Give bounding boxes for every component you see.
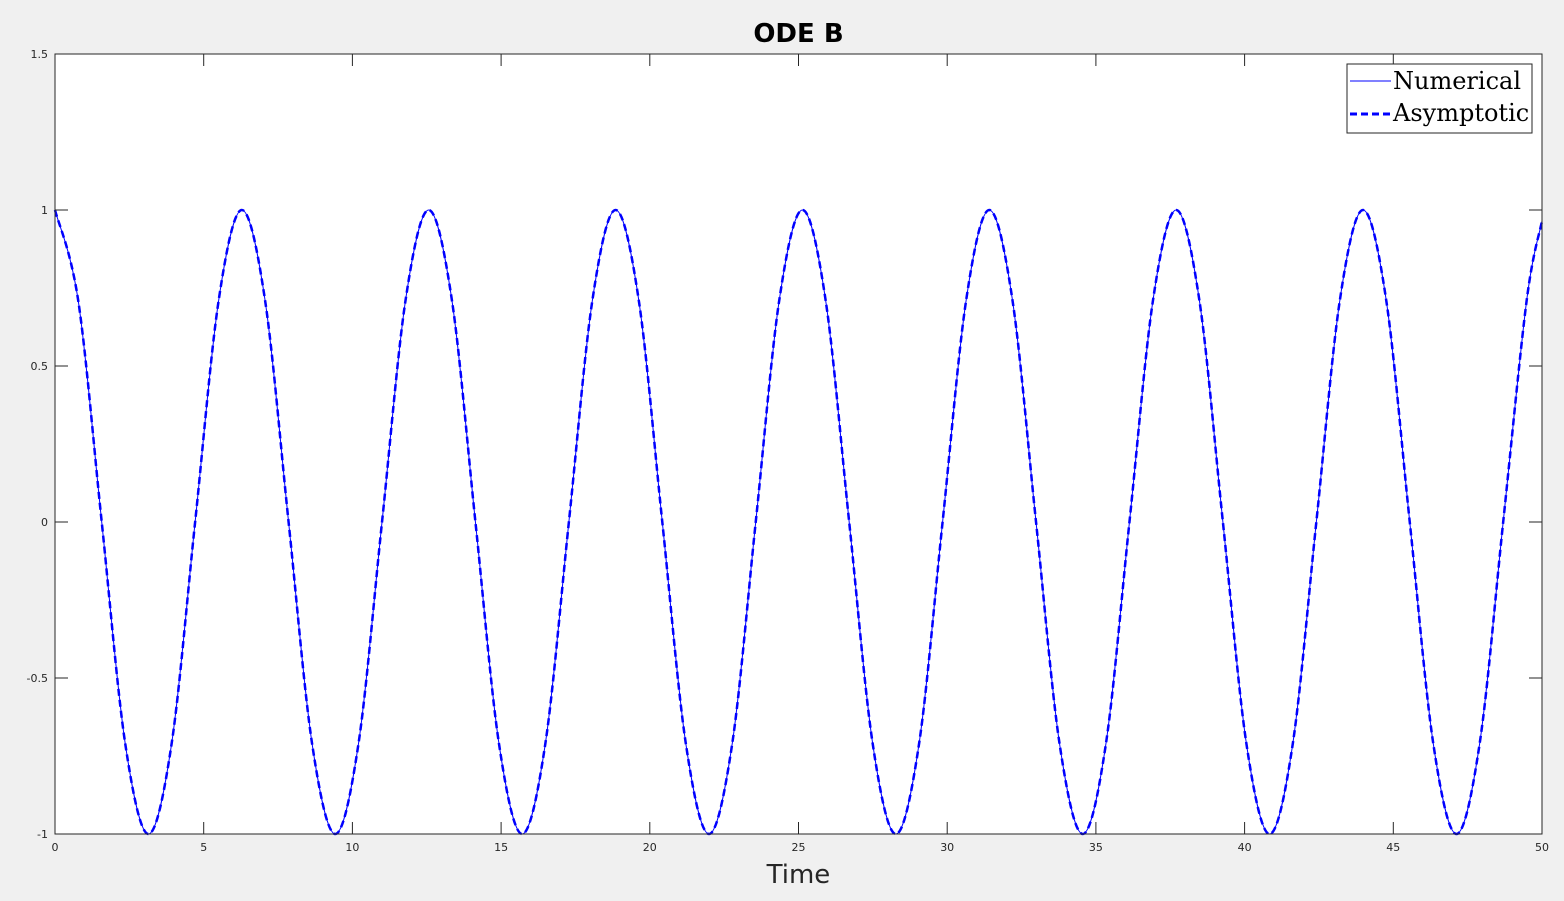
- y-tick-label: -1: [37, 828, 48, 841]
- y-tick-label: 1: [41, 204, 48, 217]
- plot-area: [55, 54, 1542, 834]
- x-tick-label: 5: [200, 841, 207, 854]
- x-tick-label: 20: [643, 841, 657, 854]
- y-tick-label: 0: [41, 516, 48, 529]
- x-tick-label: 50: [1535, 841, 1549, 854]
- x-tick-label: 35: [1089, 841, 1103, 854]
- x-tick-label: 10: [345, 841, 359, 854]
- x-tick-label: 25: [792, 841, 806, 854]
- y-tick-label: 0.5: [31, 360, 49, 373]
- x-tick-label: 40: [1238, 841, 1252, 854]
- x-axis-label: Time: [766, 860, 831, 890]
- x-tick-label: 30: [940, 841, 954, 854]
- series-layer: [53, 208, 1544, 836]
- legend: Numerical Asymptotic: [1346, 63, 1533, 134]
- y-tick-label: 1.5: [31, 48, 49, 61]
- series-line-asymptotic: [53, 208, 1544, 836]
- x-tick-label: 45: [1386, 841, 1400, 854]
- x-tick-label: 0: [52, 841, 59, 854]
- y-tick-label: -0.5: [27, 672, 48, 685]
- legend-label-asymptotic: Asymptotic: [1392, 99, 1529, 127]
- x-tick-label: 15: [494, 841, 508, 854]
- legend-box: [1346, 63, 1533, 134]
- ticks-layer: 0 5 10 15 20 25 30 35 40 45 50 -1 -0.5 0 0.5 1 1.5: [27, 48, 1549, 854]
- legend-label-numerical: Numerical: [1393, 67, 1521, 95]
- chart-title: ODE B: [753, 19, 843, 49]
